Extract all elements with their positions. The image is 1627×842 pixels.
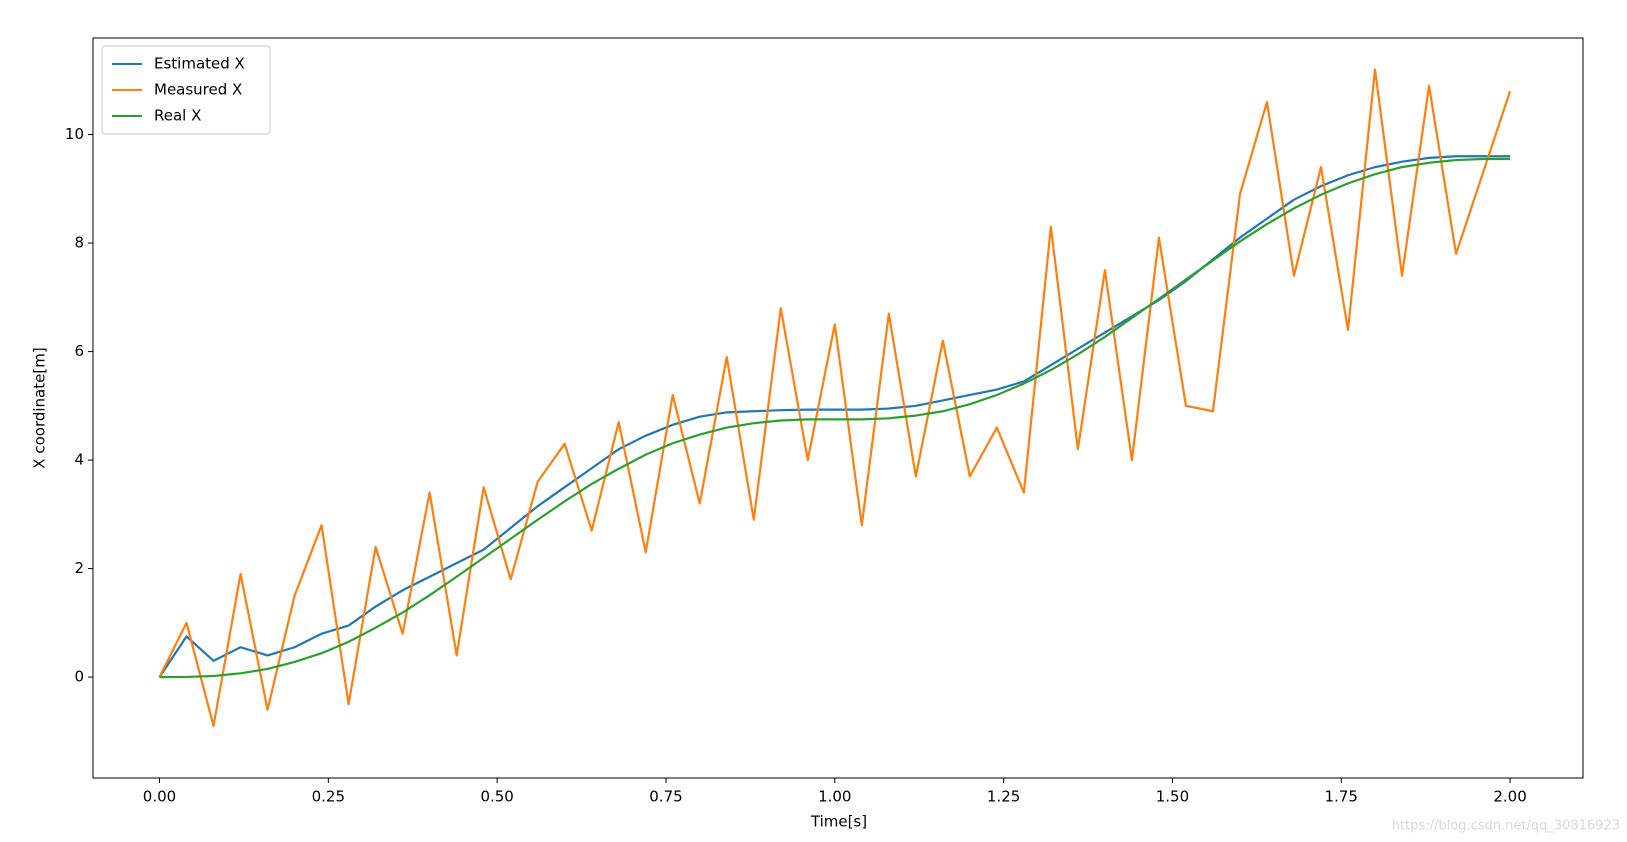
y-tick-label: 10: [65, 125, 84, 143]
x-tick-label: 1.75: [1325, 788, 1358, 806]
x-tick-label: 1.00: [818, 788, 851, 806]
series-line: [158, 155, 1511, 678]
legend-label: Real X: [154, 107, 201, 125]
y-tick-label: 2: [74, 559, 84, 577]
x-tick-label: 0.00: [143, 788, 176, 806]
x-tick-label: 0.75: [649, 788, 682, 806]
x-tick-label: 0.50: [480, 788, 513, 806]
legend-label: Estimated X: [154, 55, 245, 73]
y-tick-label: 8: [74, 234, 84, 252]
legend-label: Measured X: [154, 81, 242, 99]
series-line: [158, 68, 1512, 728]
series-line: [159, 157, 1511, 679]
legend-box: [101, 45, 271, 135]
watermark: https://blog.csdn.net/qq_30816923: [1392, 819, 1620, 834]
plot-frame: [92, 37, 1584, 779]
y-tick-label: 6: [74, 342, 84, 360]
y-axis-label: X coordinate[m]: [31, 347, 49, 468]
x-tick-label: 0.25: [312, 788, 345, 806]
x-tick-label: 1.50: [1156, 788, 1189, 806]
y-tick-label: 0: [74, 668, 84, 686]
x-tick-label: 1.25: [987, 788, 1020, 806]
y-tick-label: 4: [74, 451, 84, 469]
x-axis-label: Time[s]: [810, 813, 867, 831]
x-tick-label: 2.00: [1493, 788, 1526, 806]
